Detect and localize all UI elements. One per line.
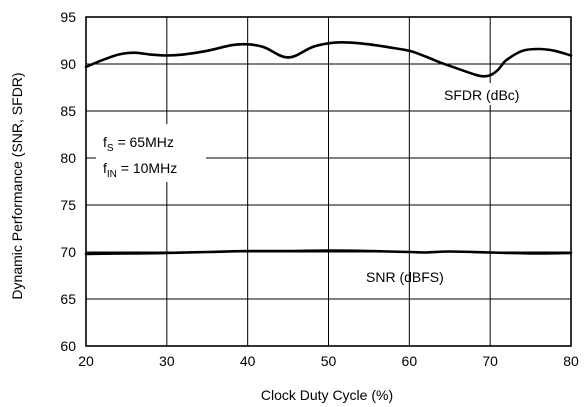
x-tick-label-70: 70 (482, 353, 498, 369)
annotation-background (96, 124, 206, 182)
plot-frame (85, 16, 572, 347)
y-tick-label-85: 85 (60, 103, 76, 119)
x-axis-title: Clock Duty Cycle (%) (261, 387, 393, 403)
y-tick-label-90: 90 (60, 56, 76, 72)
series-layer (84, 41, 573, 256)
sfdr-label-background (437, 83, 547, 105)
snr-series-line (84, 249, 573, 256)
y-tick-label-95: 95 (60, 9, 76, 25)
fin-symbol: f (103, 160, 107, 176)
fin-value: = 10MHz (117, 160, 177, 176)
tick-labels: 20 30 40 50 60 70 80 60 65 70 75 80 85 90 95 (60, 9, 579, 369)
x-tick-label-30: 30 (159, 353, 175, 369)
snr-series-label: SNR (dBFS) (366, 269, 444, 285)
fs-annotation: fS = 65MHz (103, 134, 174, 154)
fin-subscript: IN (107, 169, 117, 180)
fs-symbol: f (103, 134, 107, 150)
y-tick-label-70: 70 (60, 244, 76, 260)
y-axis-title: Dynamic Performance (SNR, SFDR) (9, 72, 25, 299)
fs-value: = 65MHz (114, 134, 174, 150)
sfdr-series-label: SFDR (dBc) (444, 87, 519, 103)
x-tick-label-40: 40 (240, 353, 256, 369)
fin-annotation: fIN = 10MHz (103, 160, 177, 180)
y-tick-label-80: 80 (60, 150, 76, 166)
y-tick-label-60: 60 (60, 338, 76, 354)
x-tick-label-50: 50 (321, 353, 337, 369)
x-tick-label-20: 20 (78, 353, 94, 369)
x-tick-label-60: 60 (402, 353, 418, 369)
x-tick-label-80: 80 (563, 353, 579, 369)
fs-subscript: S (107, 143, 114, 154)
y-tick-label-75: 75 (60, 197, 76, 213)
sfdr-series-line (84, 41, 573, 78)
y-tick-label-65: 65 (60, 291, 76, 307)
